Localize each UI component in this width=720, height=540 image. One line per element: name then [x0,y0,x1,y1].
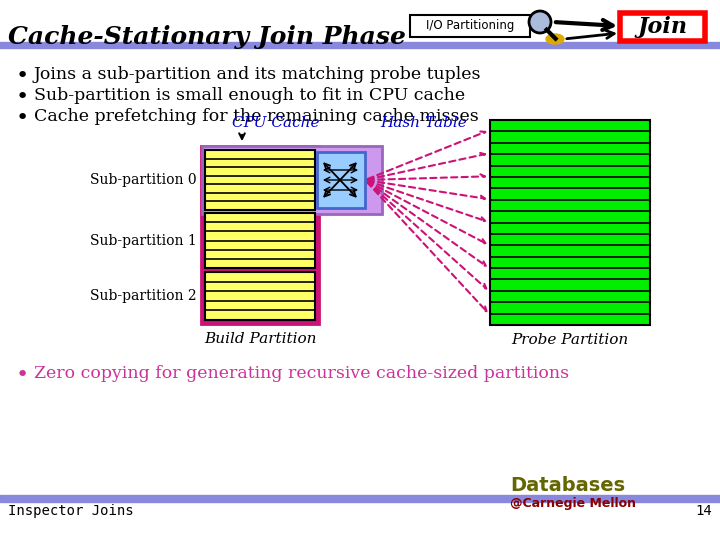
Ellipse shape [546,34,564,44]
Text: I/O Partitioning: I/O Partitioning [426,19,514,32]
Text: Join: Join [637,16,687,38]
Text: Joins a sub-partition and its matching probe tuples: Joins a sub-partition and its matching p… [34,66,482,83]
Text: CPU Cache: CPU Cache [232,116,320,130]
Bar [205,150,315,210]
Text: Sub-partition 1: Sub-partition 1 [90,233,197,247]
Text: Sub-partition is small enough to fit in CPU cache: Sub-partition is small enough to fit in … [34,87,465,104]
Text: Databases: Databases [510,476,625,495]
Text: Build Partition: Build Partition [204,332,316,346]
Text: •: • [15,87,29,107]
Text: Sub-partition 2: Sub-partition 2 [91,289,197,303]
Bar [201,146,319,324]
Text: @Carnegie Mellon: @Carnegie Mellon [510,497,636,510]
Text: Inspector Joins: Inspector Joins [8,504,134,518]
Bar [0,42,720,48]
Bar [202,146,382,214]
Text: •: • [15,66,29,86]
Text: Cache-Stationary Join Phase: Cache-Stationary Join Phase [8,25,406,49]
Text: Probe Partition: Probe Partition [511,333,629,347]
Text: •: • [15,108,29,128]
Circle shape [529,11,551,33]
Bar [205,272,315,320]
Bar [0,495,720,502]
Text: Sub-partition 0: Sub-partition 0 [91,173,197,187]
Bar [317,152,365,208]
Text: Zero copying for generating recursive cache-sized partitions: Zero copying for generating recursive ca… [34,365,569,382]
Bar [620,13,705,41]
Text: Cache prefetching for the remaining cache misses: Cache prefetching for the remaining cach… [34,108,479,125]
Bar [490,120,650,325]
Bar [410,15,530,37]
Text: 14: 14 [696,504,712,518]
Text: •: • [15,365,29,385]
Bar [205,213,315,268]
Text: Hash Table: Hash Table [380,116,467,130]
